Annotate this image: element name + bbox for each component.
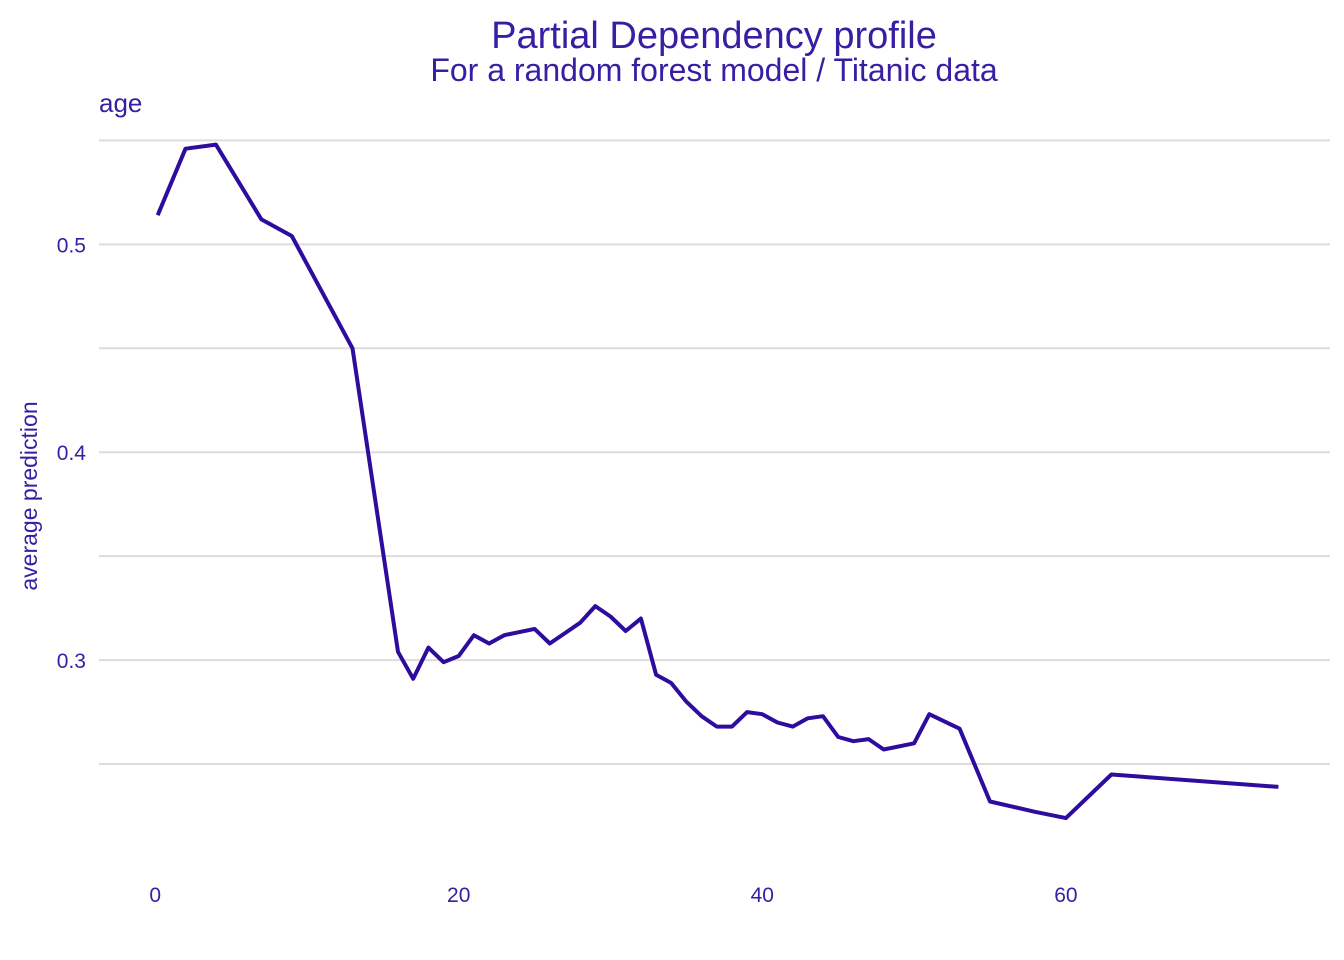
series-layer bbox=[155, 142, 1279, 821]
y-tick-label: 0.4 bbox=[57, 442, 87, 465]
x-tick-label: 40 bbox=[751, 884, 774, 907]
y-tick-label: 0.5 bbox=[57, 234, 86, 257]
chart-subtitle: For a random forest model / Titanic data bbox=[430, 52, 998, 88]
y-tick-label: 0.3 bbox=[57, 650, 86, 673]
grid-lines bbox=[99, 139, 1330, 766]
y-axis-title: average prediction bbox=[16, 401, 42, 590]
chart-title: Partial Dependency profile bbox=[491, 15, 937, 57]
x-tick-label: 0 bbox=[149, 884, 161, 907]
series-line bbox=[155, 142, 1279, 821]
y-tick-labels: 0.3 0.4 0.5 bbox=[57, 234, 87, 673]
x-tick-label: 20 bbox=[447, 884, 470, 907]
x-tick-labels: 0 20 40 60 bbox=[149, 884, 1077, 907]
x-tick-label: 60 bbox=[1054, 884, 1077, 907]
facet-label: age bbox=[99, 88, 142, 118]
